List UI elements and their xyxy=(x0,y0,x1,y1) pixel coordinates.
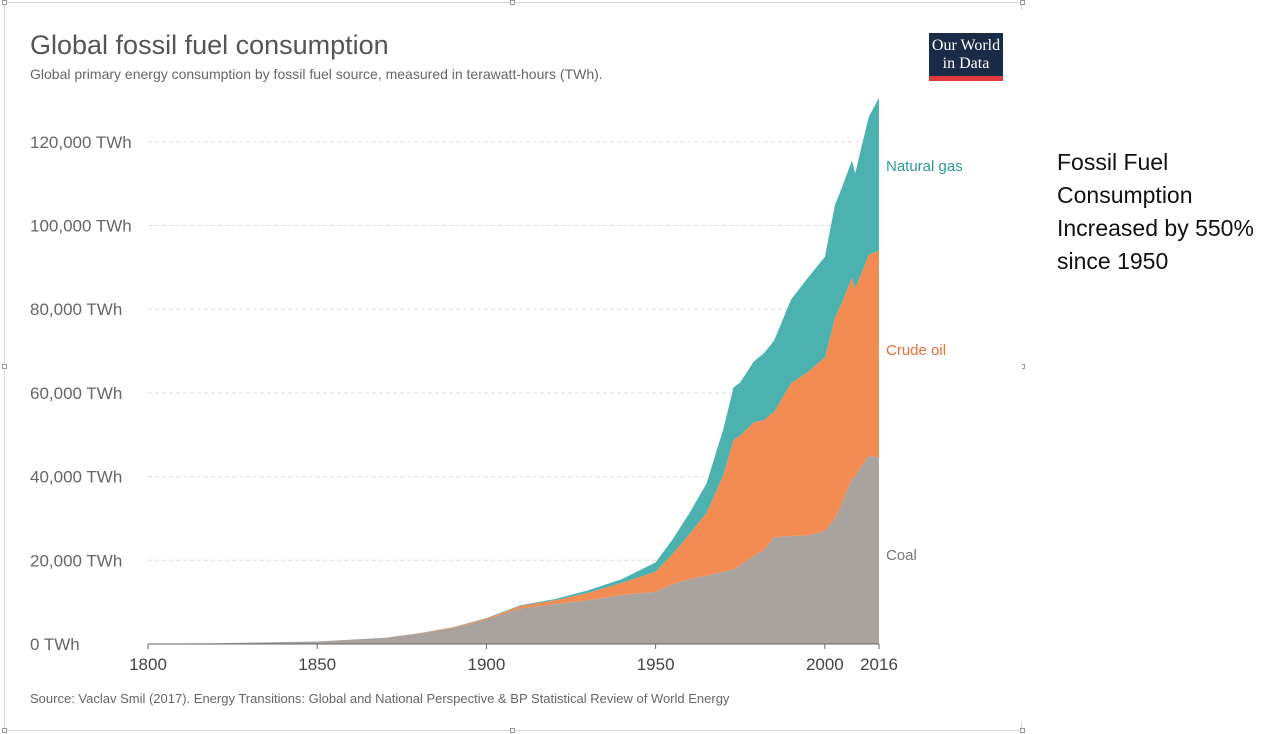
resize-handle-bottom-right[interactable] xyxy=(1020,728,1025,733)
logo-accent-bar xyxy=(929,76,1003,81)
logo-line-2: in Data xyxy=(942,55,990,72)
resize-handle-top-right[interactable] xyxy=(1020,0,1025,5)
x-tick-label: 1850 xyxy=(298,655,336,674)
logo-line-1: Our World xyxy=(931,37,1001,54)
series-label: Natural gas xyxy=(886,158,963,175)
area-coal xyxy=(148,455,879,644)
side-annotation: Fossil Fuel Consumption Increased by 550… xyxy=(1057,149,1254,274)
y-tick-label: 80,000 TWh xyxy=(30,300,122,319)
y-tick-label: 40,000 TWh xyxy=(30,468,122,487)
x-tick-label: 1800 xyxy=(129,655,167,674)
y-tick-label: 20,000 TWh xyxy=(30,551,122,570)
resize-handle-top-left[interactable] xyxy=(2,0,7,5)
y-tick-label: 60,000 TWh xyxy=(30,384,122,403)
chart-title: Global fossil fuel consumption xyxy=(30,30,389,60)
resize-handle-top[interactable] xyxy=(510,0,515,5)
resize-handle-left[interactable] xyxy=(2,364,7,369)
our-world-in-data-logo[interactable]: Our World in Data xyxy=(929,33,1003,81)
resize-handle-bottom[interactable] xyxy=(510,728,515,733)
series-label: Crude oil xyxy=(886,342,946,359)
area-crude-oil xyxy=(148,250,879,644)
y-tick-label: 100,000 TWh xyxy=(30,217,132,236)
chart-subtitle: Global primary energy consumption by fos… xyxy=(30,66,603,82)
series-label: Coal xyxy=(886,547,917,564)
x-tick-label: 1950 xyxy=(637,655,675,674)
x-tick-label: 2000 xyxy=(806,655,844,674)
x-tick-label: 2016 xyxy=(860,655,898,674)
source-note: Source: Vaclav Smil (2017). Energy Trans… xyxy=(30,691,730,706)
resize-handle-bottom-left[interactable] xyxy=(2,728,7,733)
y-tick-label: 0 TWh xyxy=(30,635,80,654)
y-tick-label: 120,000 TWh xyxy=(30,133,132,152)
x-tick-label: 1900 xyxy=(468,655,506,674)
area-natural-gas xyxy=(148,97,879,644)
